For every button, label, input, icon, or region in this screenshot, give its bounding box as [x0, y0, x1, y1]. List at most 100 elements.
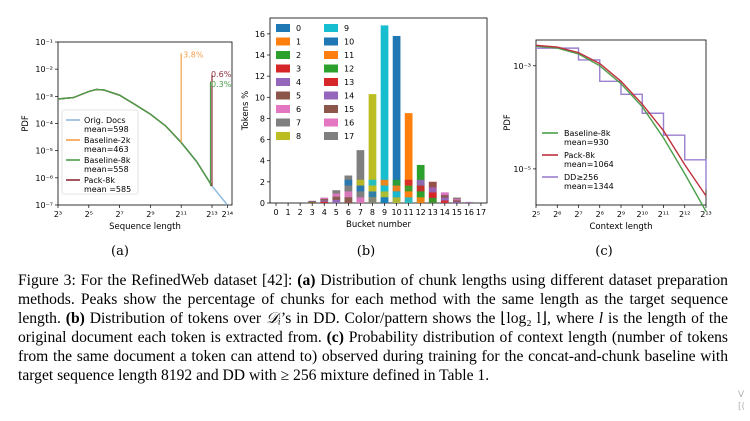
panel-b-legend-label: 9	[344, 24, 349, 33]
panel-b-legend-label: 17	[344, 132, 354, 141]
panel-b-bar-segment	[344, 197, 353, 203]
panel-a-ytick-label: 10⁻⁶	[35, 174, 53, 183]
panel-b-bar-segment	[453, 197, 461, 200]
panel-b-bar-segment	[356, 197, 365, 203]
panel-b-bar-segment	[453, 199, 461, 201]
panel-c-legend-mean: mean=1344	[564, 182, 614, 191]
panel-c-xtick-label: 2¹²	[679, 210, 691, 219]
panel-b-bar-segment	[308, 200, 317, 202]
panel-c-legend-name: Baseline-8k	[564, 129, 611, 138]
panel-a-legend-name: Orig. Docs	[84, 116, 126, 125]
panel-b-xtick-label: 9	[382, 208, 387, 217]
panel-c-ytick-label: 10⁻⁵	[513, 165, 531, 174]
panel-b-xtick-label: 4	[322, 208, 327, 217]
panel-b-xtick-label: 11	[404, 208, 414, 217]
panel-b-legend-swatch	[324, 91, 338, 100]
panel-b-label: (b)	[357, 244, 375, 259]
panel-b-legend-label: 1	[296, 38, 301, 47]
panel-c-xtick-label: 2¹³	[700, 210, 712, 219]
panel-b-xtick-label: 14	[440, 208, 450, 217]
panel-b-bar-segment	[440, 200, 449, 203]
panel-a-ytick-label: 10⁻⁵	[35, 147, 53, 156]
panel-a-series-line	[57, 88, 213, 187]
figure-caption: Figure 3: For the RefinedWeb dataset [42…	[18, 271, 728, 385]
panel-b-legend-label: 5	[296, 92, 301, 101]
panel-b-legend-label: 4	[296, 78, 301, 87]
panel-b-bar	[392, 35, 401, 203]
panel-b-bar	[404, 113, 413, 203]
panel-c-xtick-label: 2⁵	[532, 210, 540, 219]
panel-c-legend-name: Pack-8k	[564, 151, 595, 160]
panel-b-bar-segment	[320, 201, 329, 203]
panel-b-legend-swatch	[276, 132, 290, 140]
panel-a-legend-name: Pack-8k	[84, 176, 115, 185]
panel-b-frame	[269, 17, 488, 204]
panel-b-bar-segment	[392, 197, 401, 203]
panel-b-legend-label: 6	[296, 105, 301, 114]
caption-b-label: (b)	[65, 310, 85, 327]
caption-b-math-3: l	[598, 310, 604, 327]
panel-b-bar-segment	[392, 185, 401, 192]
panel-b-bar	[356, 150, 365, 203]
panel-b-bar-segment	[440, 192, 449, 196]
panel-a-legend-mean: mean =585	[84, 185, 131, 194]
panel-b-bar-segment	[308, 201, 317, 202]
panel-b-ytick-label: 8	[260, 114, 265, 123]
panel-b-xtick-label: 13	[428, 208, 438, 217]
panel-b-bar-segment	[404, 191, 413, 198]
panel-c-series-line	[535, 44, 707, 197]
panel-b-legend-swatch	[324, 78, 338, 86]
panel-b-bar-segment	[368, 197, 377, 203]
panel-b-bar-segment	[344, 185, 353, 192]
panel-b-legend-label: 14	[344, 92, 354, 101]
panel-b-bar	[380, 25, 389, 204]
panel-b-bar-segment	[416, 191, 425, 198]
panel-c-xtick-label: 2⁸	[596, 210, 604, 219]
panel-b-xtick-label: 0	[273, 208, 278, 217]
panel-b-legend-swatch	[276, 78, 290, 86]
panel-b-bar-segment	[332, 196, 341, 200]
panel-b-xtick-label: 1	[286, 208, 291, 217]
panel-a-ylabel: PDF	[21, 115, 31, 132]
caption-intro: For the RefinedWeb dataset [42]:	[80, 272, 293, 289]
panel-b-bar-segment	[332, 190, 341, 194]
panel-a-ytick-label: 10⁻⁴	[35, 120, 53, 129]
panel-b-bar-segment	[344, 179, 353, 186]
panel-b-ytick-label: 10	[255, 93, 265, 102]
panel-b-legend-label: 11	[344, 51, 354, 60]
panel-a-legend-mean: mean=558	[84, 165, 129, 174]
panel-a-legend-box	[61, 109, 139, 195]
panel-b-bar-segment	[404, 197, 413, 203]
panel-b-bar-segment	[380, 179, 389, 186]
panel-b-bar-segment	[308, 201, 317, 203]
panel-b-bar-segment	[320, 200, 329, 202]
panel-b-xtick-label: 3	[310, 208, 315, 217]
panel-b-legend-swatch	[276, 51, 290, 59]
panel-b-xtick-label: 15	[452, 208, 462, 217]
panel-b-bar-segment	[368, 191, 377, 198]
panel-c-xtick-label: 2⁶	[553, 210, 561, 219]
panel-b-ytick-label: 4	[260, 157, 265, 166]
panel-c-chart: 2⁵ 2⁶ 2⁷ 2⁸ 2⁹ 2¹⁰ 2¹¹ 2¹² 2¹³ 10⁻³ 10⁻⁵ Context le…	[503, 39, 712, 232]
panel-b-legend-swatch	[324, 24, 338, 32]
panel-c-xlabel: Context length	[589, 222, 652, 232]
panel-b-legend-label: 10	[344, 38, 354, 47]
panel-b-bar-segment	[356, 185, 365, 192]
panel-b-legend-swatch	[276, 91, 290, 100]
panel-b-xtick-label: 6	[346, 208, 351, 217]
panel-b-legend-swatch	[276, 24, 290, 32]
panel-a-ytick-label: 10⁻⁷	[35, 201, 53, 210]
panel-a-legend-name: Baseline-2k	[84, 136, 131, 145]
panel-b-bar-segment	[404, 179, 413, 186]
panel-b-xlabel: Bucket number	[346, 220, 411, 230]
panel-b-bar-segment	[453, 200, 461, 202]
caption-b-text-3: , where	[547, 310, 594, 327]
panel-b-bar-segment	[308, 202, 317, 203]
panel-b-bar-segment	[428, 187, 437, 193]
panel-b-legend-label: 16	[344, 119, 354, 128]
panel-c-legend-name: DD≥256	[564, 173, 598, 182]
panel-c-ylabel: PDF	[503, 114, 513, 131]
panel-b-legend-swatch	[324, 37, 338, 46]
panel-b-legend-label: 0	[296, 24, 301, 33]
panel-a-xtick-label: 2¹⁴	[222, 210, 234, 219]
